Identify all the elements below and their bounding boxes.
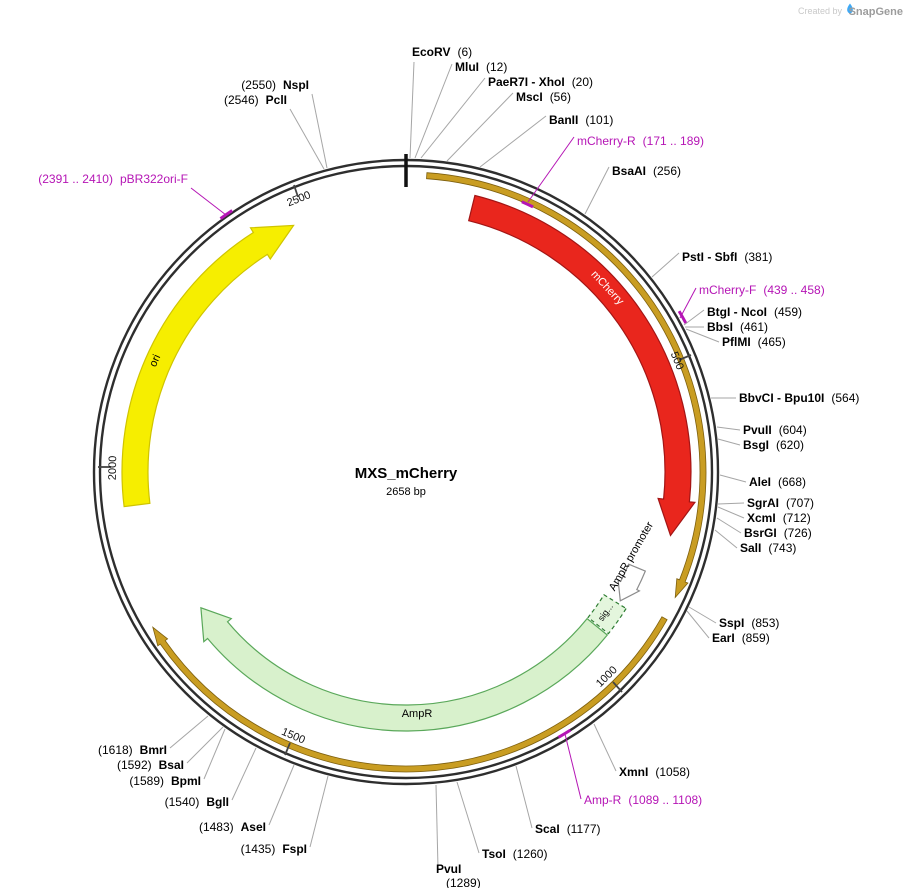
site-callout-line [584, 166, 610, 215]
site-label-BmrI[interactable]: (1618) BmrI [98, 743, 167, 757]
orf-frame-arc-1 [152, 616, 668, 773]
site-label-XmnI[interactable]: XmnI (1058) [619, 765, 690, 779]
site-label-TsoI[interactable]: TsoI (1260) [482, 847, 547, 861]
site-callout-line [679, 287, 697, 319]
site-label-BsrGI[interactable]: BsrGI (726) [744, 526, 812, 540]
site-callout-line [593, 723, 617, 772]
snapgene-logo-icon [847, 3, 853, 14]
site-label-MscI[interactable]: MscI (56) [516, 90, 571, 104]
orf-frame-arc-0 [426, 172, 707, 599]
site-callout-line [717, 506, 745, 519]
site-callout-line [479, 115, 547, 168]
site-label-BbvCI-Bpu10I[interactable]: BbvCI - Bpu10I (564) [739, 391, 859, 405]
site-callout-line [414, 63, 453, 159]
feature-arrow-sig-peptide[interactable] [587, 593, 627, 635]
site-label-BsgI[interactable]: BsgI (620) [743, 438, 804, 452]
feature-label-ampr[interactable]: AmpR [402, 708, 433, 720]
site-label-SgrAI[interactable]: SgrAI (707) [747, 496, 814, 510]
site-label-SspI[interactable]: SspI (853) [719, 616, 779, 630]
site-callout-line [717, 438, 741, 446]
site-label-BglI[interactable]: (1540) BglI [165, 795, 229, 809]
site-callout-line [716, 426, 741, 431]
primer-mark-0[interactable] [521, 200, 534, 209]
site-callout-line [683, 309, 705, 326]
site-label-pBR322ori-F[interactable]: (2391 .. 2410) pBR322ori-F [38, 172, 188, 186]
site-callout-line [564, 733, 582, 800]
site-label-BanII[interactable]: BanII (101) [549, 113, 613, 127]
site-callout-line [186, 726, 224, 764]
site-label-Amp-R[interactable]: Amp-R (1089 .. 1108) [584, 793, 702, 807]
site-label-BbsI[interactable]: BbsI (461) [707, 320, 768, 334]
plasmid-size: 2658 bp [386, 486, 426, 498]
site-label-PaeR7I-XhoI[interactable]: PaeR7I - XhoI (20) [488, 75, 593, 89]
feature-arrow-ampr[interactable] [200, 606, 609, 732]
feature-label-ori[interactable]: ori [147, 353, 163, 369]
site-callout-line [420, 77, 486, 159]
site-callout-line [169, 715, 209, 749]
site-label-PvuI[interactable]: PvuI (1289) [436, 862, 481, 888]
site-label-EcoRV[interactable]: EcoRV (6) [412, 45, 472, 59]
site-label-PvuII[interactable]: PvuII (604) [743, 423, 807, 437]
tick-500 [678, 354, 692, 361]
site-callout-line [268, 764, 295, 826]
site-label-mCherry-F[interactable]: mCherry-F (439 .. 458) [699, 283, 825, 297]
restriction-sites-layer: EcoRV (6)MluI (12)PaeR7I - XhoI (20)MscI (56… [38, 45, 859, 888]
site-label-BpmI[interactable]: (1589) BpmI [129, 774, 201, 788]
site-callout-line [435, 784, 439, 869]
site-callout-line [719, 474, 747, 483]
site-callout-line [714, 529, 738, 549]
site-label-mCherry-R[interactable]: mCherry-R (171 .. 189) [577, 134, 704, 148]
site-label-BsaI[interactable]: (1592) BsaI [117, 758, 184, 772]
tick-2500 [293, 184, 299, 198]
site-label-PclI[interactable]: (2546) PclI [224, 93, 287, 107]
site-callout-line [409, 61, 415, 159]
tick-1000 [612, 681, 623, 693]
site-label-NspI[interactable]: (2550) NspI [241, 78, 309, 92]
watermark-brand: SnapGene [849, 6, 903, 18]
site-callout-line [446, 92, 514, 162]
feature-arrow-ampr-promoter[interactable] [617, 563, 647, 602]
site-label-XcmI[interactable]: XcmI (712) [747, 511, 811, 525]
site-label-ScaI[interactable]: ScaI (1177) [535, 822, 600, 836]
site-label-AseI[interactable]: (1483) AseI [199, 820, 266, 834]
watermark-created-by: Created by [798, 6, 843, 16]
site-callout-line [717, 502, 745, 505]
watermark: Created by SnapGene [798, 3, 903, 18]
site-callout-line [515, 765, 533, 829]
site-callout-line [651, 252, 680, 278]
site-label-EarI[interactable]: EarI (859) [712, 631, 770, 645]
site-label-SalI[interactable]: SalI (743) [740, 541, 796, 555]
features-layer [121, 172, 707, 773]
plasmid-name: MXS_mCherry [355, 465, 458, 482]
site-callout-line [688, 606, 717, 624]
site-callout-line [190, 187, 227, 216]
site-callout-line [685, 328, 720, 343]
site-callout-line [231, 747, 257, 801]
feature-arrow-mcherry[interactable] [467, 194, 697, 537]
site-label-PstI-SbfI[interactable]: PstI - SbfI (381) [682, 250, 772, 264]
site-label-AleI[interactable]: AleI (668) [749, 475, 806, 489]
primer-mark-3[interactable] [219, 209, 234, 220]
site-label-MluI[interactable]: MluI (12) [455, 60, 507, 74]
site-callout-line [203, 728, 226, 780]
site-callout-line [456, 781, 480, 854]
site-label-BtgI-NcoI[interactable]: BtgI - NcoI (459) [707, 305, 802, 319]
tick-label-2500: 2500 [285, 189, 312, 209]
site-label-FspI[interactable]: (1435) FspI [241, 842, 307, 856]
tick-label-2000: 2000 [107, 456, 119, 481]
site-label-PflMI[interactable]: PflMI (465) [722, 335, 786, 349]
feature-arrow-ori[interactable] [121, 224, 295, 508]
plasmid-backbone [92, 154, 720, 786]
primer-mark-2[interactable] [557, 728, 572, 739]
site-label-BsaAI[interactable]: BsaAI (256) [612, 164, 681, 178]
site-callout-line [716, 517, 742, 534]
site-callout-line [311, 93, 328, 169]
site-callout-line [527, 136, 575, 203]
site-callout-line [289, 108, 325, 170]
site-callout-line [686, 610, 710, 639]
tick-1500 [284, 742, 291, 756]
site-callout-line [309, 775, 329, 848]
